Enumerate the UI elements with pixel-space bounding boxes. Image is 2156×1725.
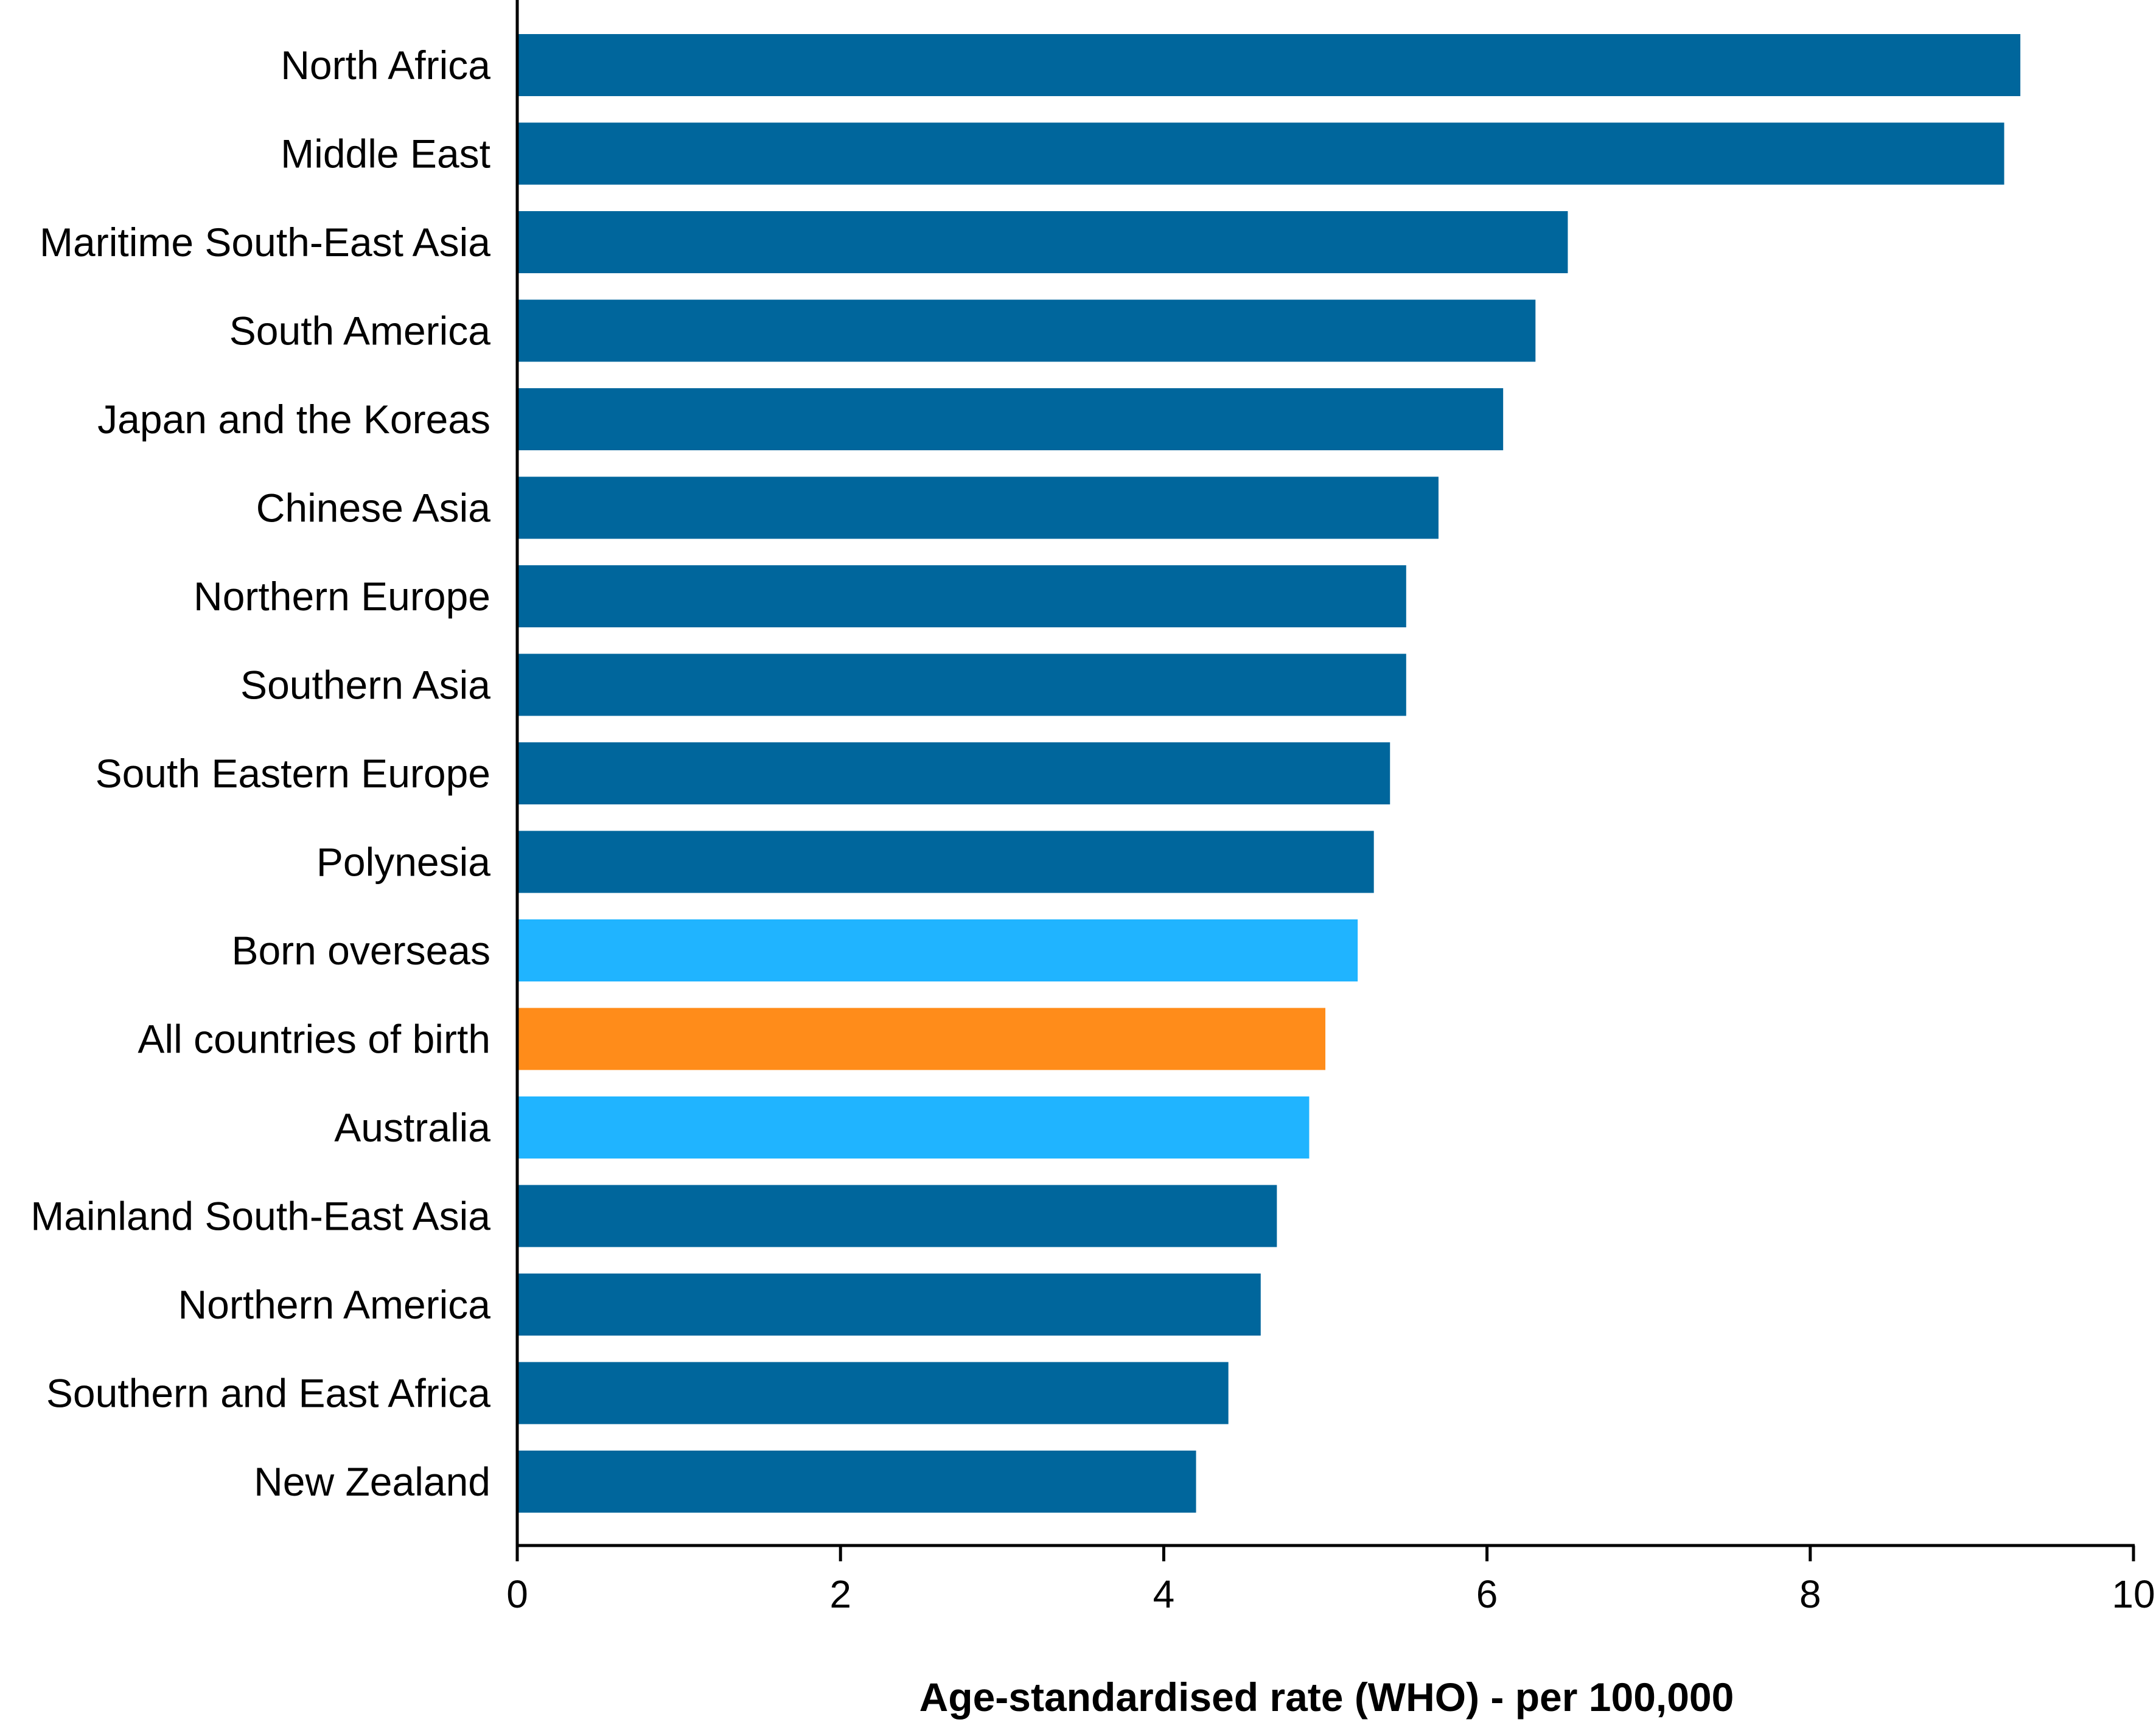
bar-south-eastern-europe — [517, 742, 1390, 804]
category-label: South Eastern Europe — [96, 751, 490, 796]
bar-south-america — [517, 299, 1536, 362]
category-label: Northern America — [178, 1282, 490, 1327]
x-tick-label: 4 — [1153, 1572, 1175, 1616]
bar-northern-america — [517, 1274, 1261, 1336]
bar-maritime-south-east-asia — [517, 211, 1568, 273]
bar-australia — [517, 1096, 1310, 1159]
category-label: Maritime South-East Asia — [40, 220, 490, 265]
bar-polynesia — [517, 831, 1374, 893]
category-label: South America — [229, 308, 491, 354]
category-label: Mainland South-East Asia — [30, 1194, 490, 1239]
category-label: Middle East — [281, 131, 490, 176]
category-label: New Zealand — [254, 1459, 490, 1504]
x-axis-title: Age-standardised rate (WHO) - per 100,00… — [919, 1674, 1734, 1720]
x-tick-label: 6 — [1476, 1572, 1498, 1616]
bar-northern-europe — [517, 565, 1406, 627]
x-ticks: 0 2 4 6 8 10 — [506, 1546, 2155, 1616]
bar-southern-asia — [517, 653, 1406, 716]
category-label: North Africa — [281, 43, 490, 88]
bar-born-overseas — [517, 919, 1358, 981]
category-label: Southern and East Africa — [46, 1371, 490, 1416]
x-tick-label: 0 — [506, 1572, 528, 1616]
bar-japan-and-the-koreas — [517, 388, 1504, 450]
bars-layer — [517, 34, 2021, 1513]
x-tick-label: 8 — [1799, 1572, 1821, 1616]
x-tick-label: 2 — [829, 1572, 851, 1616]
x-tick-label: 10 — [2112, 1572, 2155, 1616]
bar-chinese-asia — [517, 476, 1439, 539]
category-label: Chinese Asia — [256, 486, 491, 531]
bar-new-zealand — [517, 1451, 1196, 1513]
axes — [515, 0, 2135, 1547]
bar-all-countries-of-birth — [517, 1008, 1325, 1070]
bar-mainland-south-east-asia — [517, 1185, 1277, 1247]
category-label: Australia — [334, 1105, 490, 1150]
category-label: Japan and the Koreas — [97, 397, 490, 442]
category-labels: North Africa Middle East Maritime South-Ea… — [30, 43, 490, 1504]
category-label: Northern Europe — [194, 574, 490, 619]
category-label: Southern Asia — [240, 663, 490, 708]
bar-north-africa — [517, 34, 2021, 96]
category-label: All countries of birth — [138, 1017, 490, 1062]
category-label: Polynesia — [316, 840, 490, 885]
category-label: Born overseas — [231, 928, 490, 973]
bar-middle-east — [517, 122, 2004, 185]
bar-southern-and-east-africa — [517, 1362, 1229, 1424]
